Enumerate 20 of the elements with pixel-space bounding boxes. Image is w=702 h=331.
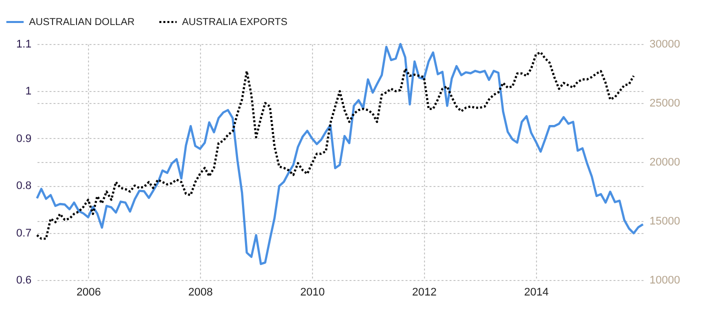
x-tick-label: 2010 — [300, 286, 325, 298]
y2-tick-label: 25000 — [650, 98, 680, 110]
y2-tick-label: 20000 — [650, 156, 680, 168]
x-tick-label: 2012 — [412, 286, 437, 298]
y-tick-label: 0.7 — [16, 227, 32, 240]
x-tick-label: 2014 — [524, 286, 549, 298]
y-tick-label: 0.8 — [16, 180, 32, 192]
y-tick-label: 0.9 — [16, 132, 32, 145]
y2-tick-label: 15000 — [650, 216, 680, 228]
line-series — [36, 42, 644, 266]
legend-label: AUSTRALIA EXPORTS — [182, 17, 288, 28]
y-tick-label: 1 — [25, 86, 32, 98]
y2-tick-label: 10000 — [650, 274, 680, 286]
y2-tick-label: 30000 — [650, 38, 680, 50]
x-tick-label: 2008 — [188, 286, 213, 298]
legend-label: AUSTRALIAN DOLLAR — [29, 17, 135, 28]
y-tick-label: 1.1 — [16, 38, 32, 50]
y-tick-label: 0.6 — [16, 274, 32, 286]
x-tick-label: 2006 — [76, 286, 101, 298]
line-series — [36, 51, 635, 240]
